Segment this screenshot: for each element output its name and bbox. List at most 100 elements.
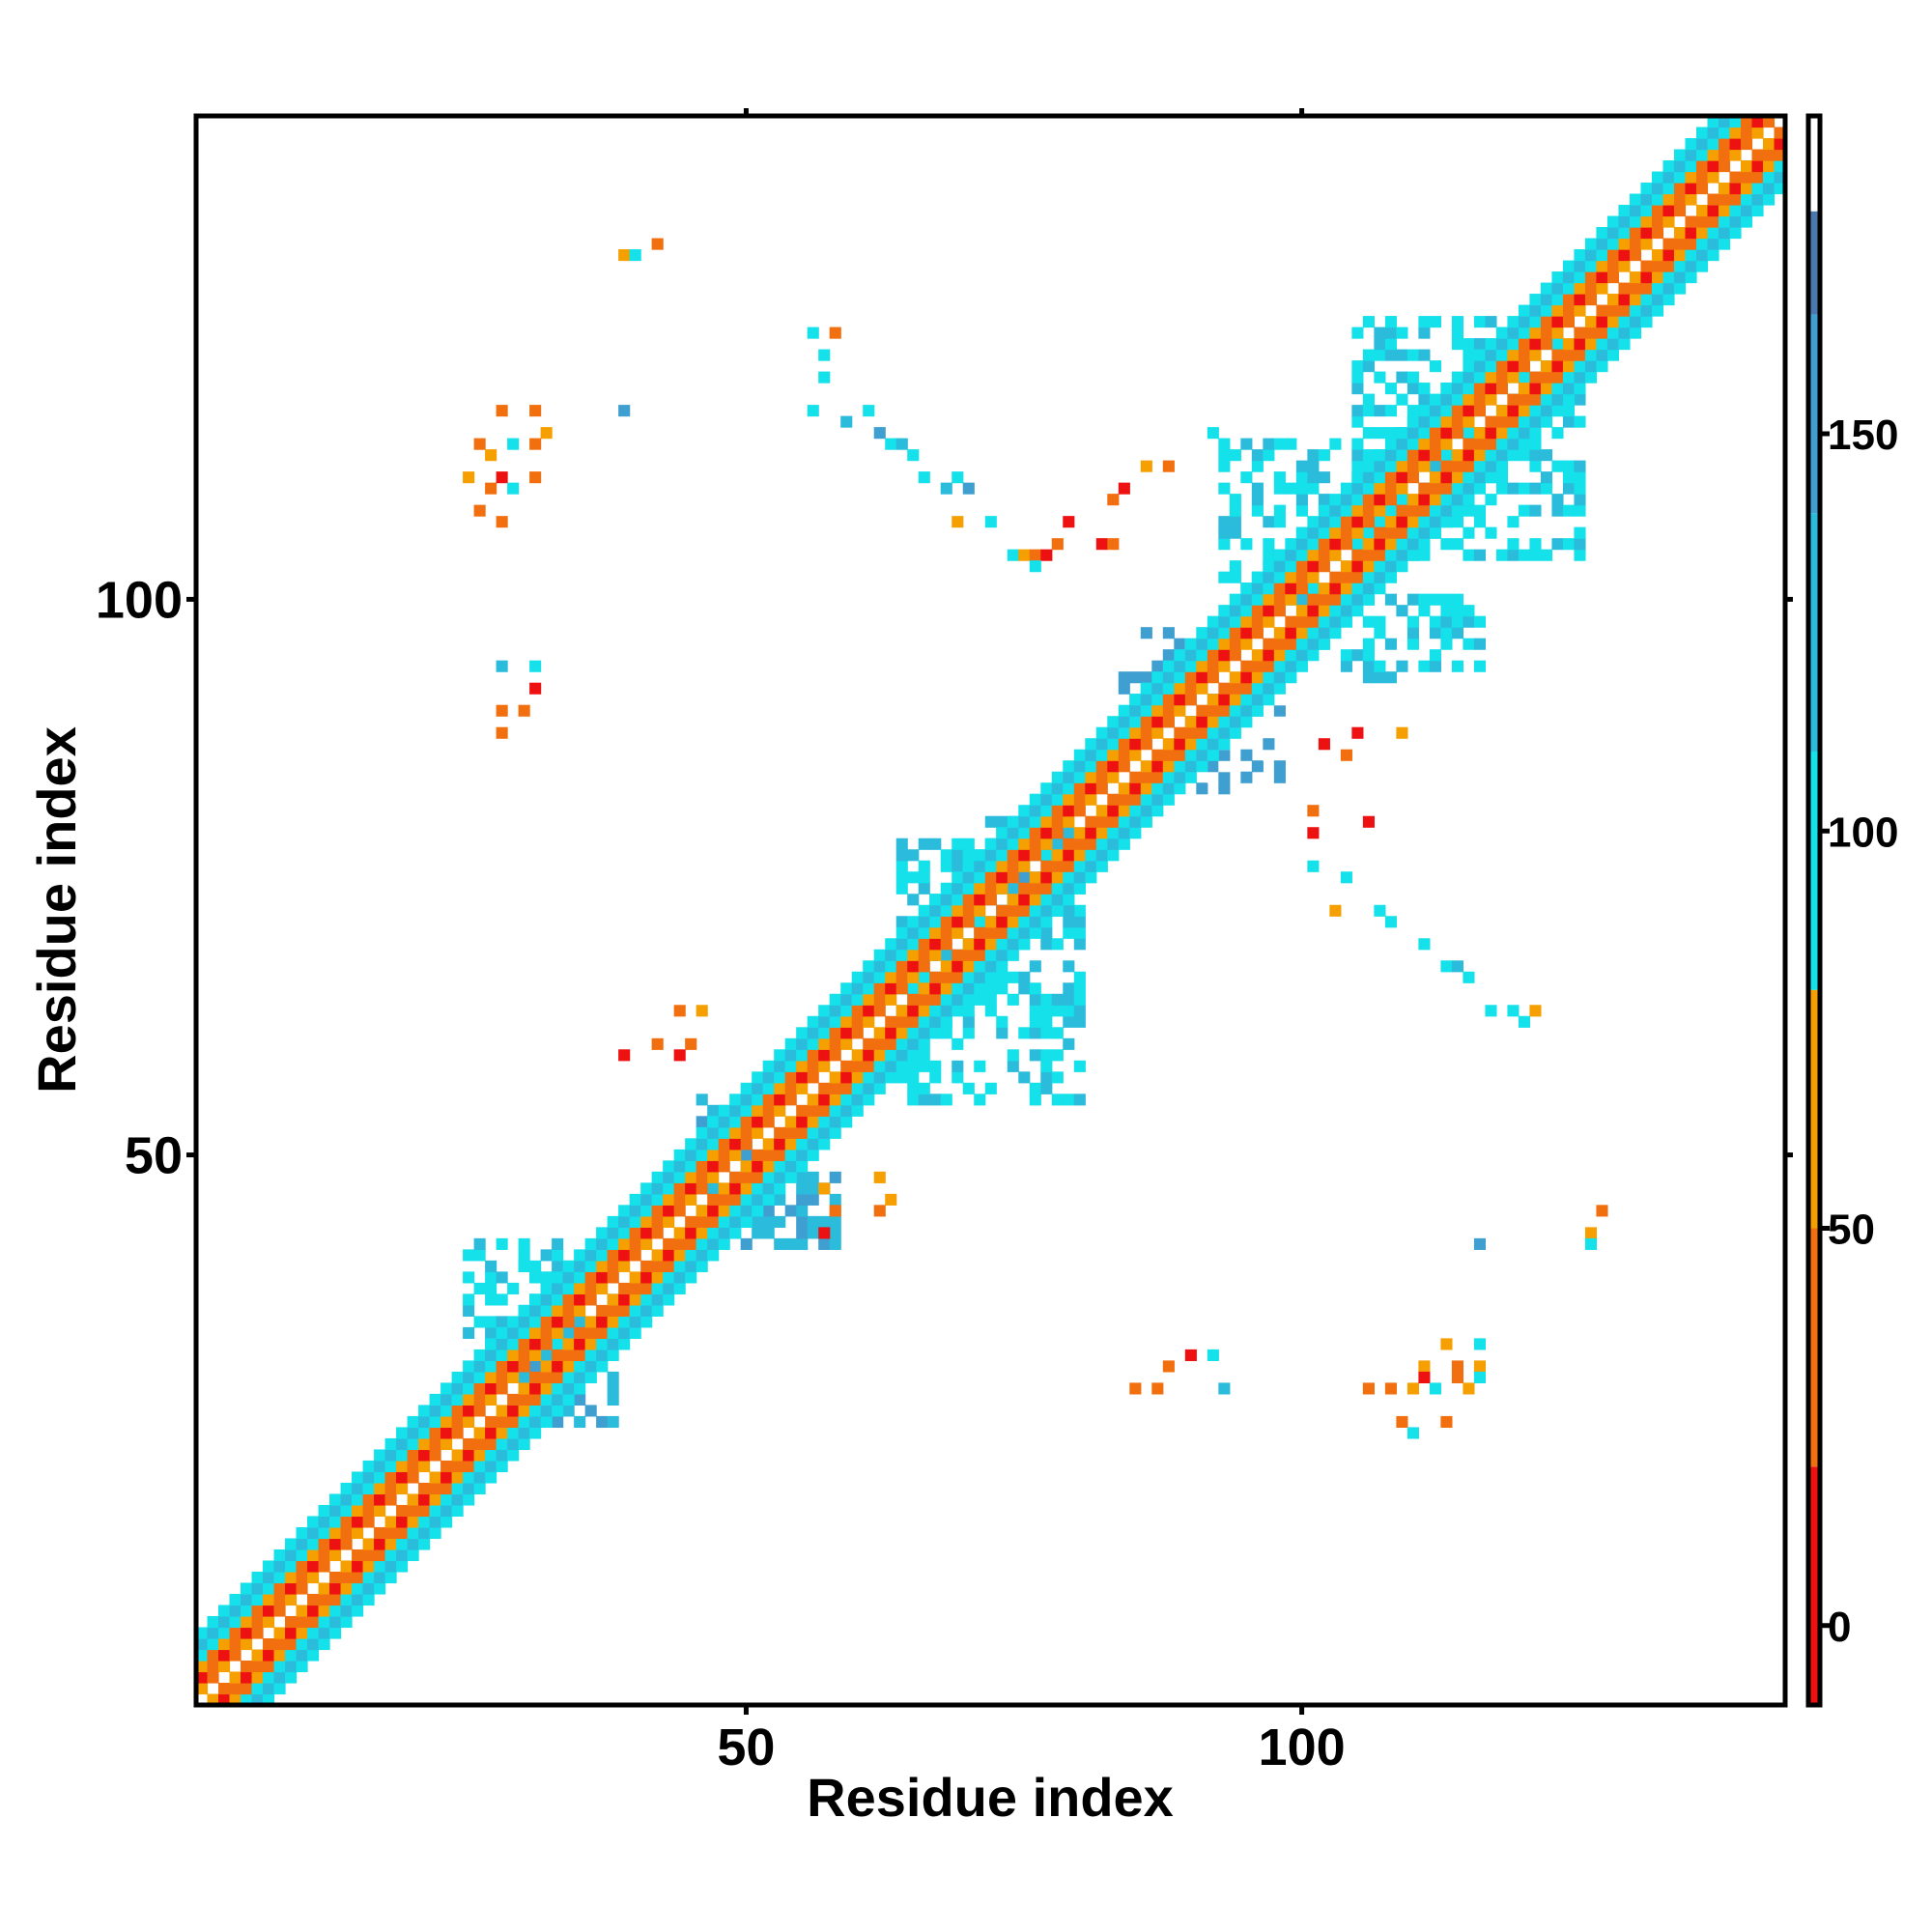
heatmap-cell [1018,982,1031,995]
heatmap-cell [918,838,930,850]
heatmap-cell [1351,549,1364,561]
heatmap-cell [851,1027,864,1039]
heatmap-cell [1707,116,1719,128]
heatmap-cell [1529,427,1542,440]
heatmap-cell [296,1605,308,1617]
heatmap-cell [451,1449,464,1462]
heatmap-cell [1218,516,1231,528]
heatmap-cell [1063,926,1075,939]
heatmap-cell [518,1304,530,1317]
heatmap-cell [940,904,952,917]
heatmap-cell [1406,1382,1419,1395]
heatmap-cell [1362,427,1375,440]
heatmap-cell [296,1627,308,1639]
heatmap-cell [629,1227,641,1239]
heatmap-cell [1040,938,1053,951]
heatmap-cell [1562,471,1576,484]
heatmap-cell [296,1615,308,1629]
heatmap-cell [1095,838,1108,850]
heatmap-cell [451,1504,464,1518]
heatmap-cell [1651,215,1664,228]
heatmap-cell [1129,827,1142,839]
heatmap-cell [1029,1094,1041,1106]
heatmap-cell [218,1649,231,1662]
heatmap-cell [673,1149,686,1161]
heatmap-cell [273,1660,286,1673]
heatmap-cell [1240,615,1253,628]
heatmap-cell [618,1260,631,1272]
heatmap-cell [1073,1005,1086,1017]
heatmap-cell [1029,894,1041,906]
heatmap-cell [663,1171,675,1183]
heatmap-cell [952,871,964,884]
heatmap-cell [974,926,986,939]
heatmap-cell [974,1060,986,1072]
heatmap-cell [1540,327,1553,339]
heatmap-cell [729,1171,742,1183]
heatmap-cell [1518,449,1531,462]
heatmap-cell [1051,793,1064,806]
heatmap-cell [463,1360,475,1373]
heatmap-cell [818,1237,831,1250]
heatmap-cell [1640,271,1653,284]
heatmap-cell [1263,449,1275,462]
heatmap-cell [418,1516,431,1528]
heatmap-cell [1374,427,1386,440]
heatmap-cell [1451,338,1463,351]
heatmap-cell [463,1304,475,1317]
heatmap-cell [1140,694,1152,706]
heatmap-cell [1218,460,1231,472]
heatmap-cell [374,1582,386,1595]
heatmap-cell [1362,526,1375,539]
heatmap-cell [540,1271,553,1284]
heatmap-cell [940,960,952,973]
heatmap-cell [1718,183,1731,195]
heatmap-cell [1229,694,1241,706]
heatmap-cell [740,1171,753,1183]
heatmap-cell [1251,682,1264,695]
heatmap-cell [918,1015,930,1028]
heatmap-cell [796,1182,809,1195]
heatmap-cell [1751,116,1764,128]
heatmap-cell [1495,460,1509,472]
heatmap-cell [618,1049,631,1062]
heatmap-cell [273,1682,286,1695]
heatmap-cell [1295,638,1308,650]
heatmap-cell [574,1360,586,1373]
heatmap-cell [1451,427,1463,440]
heatmap-cell [1040,849,1053,862]
heatmap-cell [962,871,975,884]
heatmap-cell [1329,516,1342,528]
heatmap-cell [1751,127,1764,139]
heatmap-cell [485,1415,497,1429]
heatmap-cell [529,1293,542,1306]
heatmap-cell [1540,405,1553,417]
heatmap-cell [1440,471,1453,484]
heatmap-cell [463,1382,475,1395]
heatmap-cell [340,1482,353,1495]
heatmap-cell [685,1171,697,1183]
heatmap-cell [1451,383,1463,395]
heatmap-cell [1396,560,1408,573]
heatmap-cell [1063,793,1075,806]
heatmap-cell [1384,504,1397,517]
heatmap-cell [796,1138,809,1151]
heatmap-cell [273,1571,286,1584]
heatmap-cell [1473,349,1486,361]
heatmap-cell [1351,605,1364,617]
heatmap-cell [473,1460,486,1473]
heatmap-cell [518,704,530,717]
heatmap-cell [1273,504,1286,517]
heatmap-cell [1040,904,1053,917]
heatmap-cell [1140,671,1152,684]
heatmap-cell [1184,1349,1197,1361]
heatmap-cell [996,916,1009,928]
heatmap-cell [1618,227,1631,240]
heatmap-cell [1240,704,1253,717]
heatmap-cell [1518,327,1531,339]
heatmap-cell [1518,393,1531,406]
heatmap-cell [1618,215,1631,228]
heatmap-cell [673,1193,686,1206]
heatmap-cell [1063,882,1075,895]
heatmap-cell [1485,393,1497,406]
